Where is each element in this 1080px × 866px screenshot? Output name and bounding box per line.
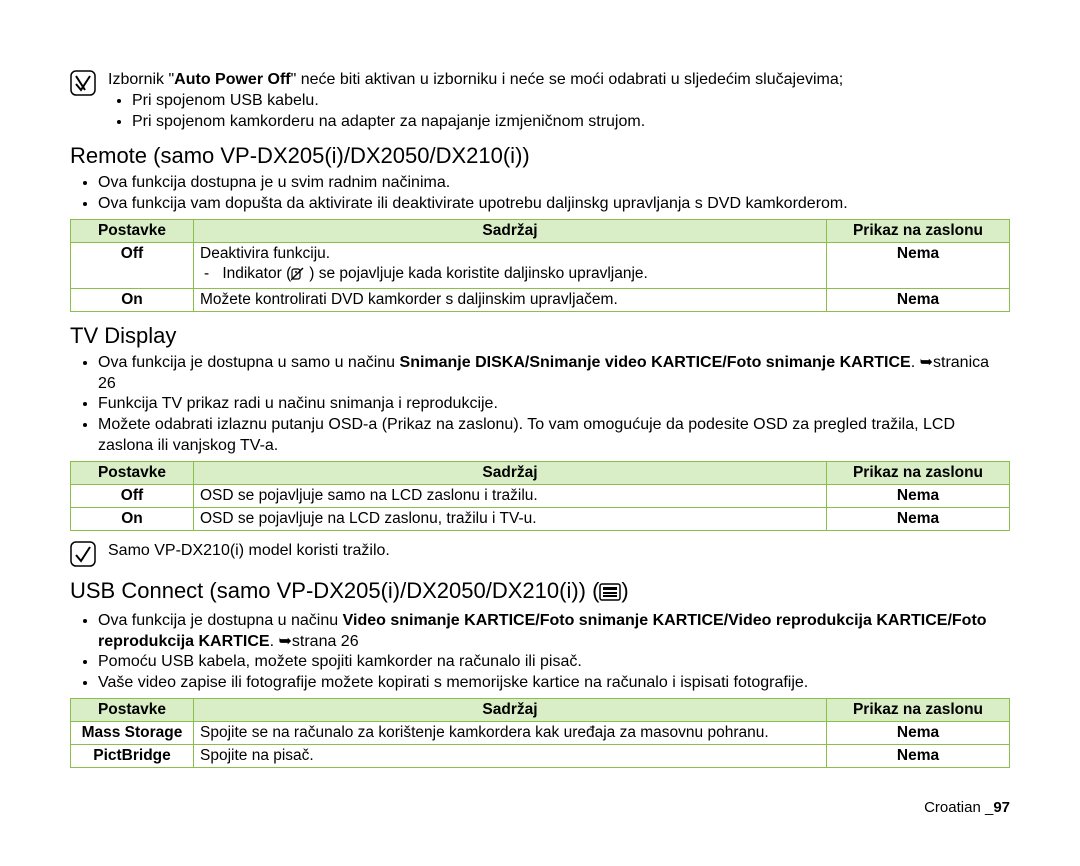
table-row: PictBridge Spojite na pisač. Nema xyxy=(71,745,1010,768)
table-row: Mass Storage Spojite se na računalo za k… xyxy=(71,722,1010,745)
usb-b1-post: . ➥strana 26 xyxy=(270,633,359,650)
remote-disabled-icon xyxy=(291,267,309,287)
footer-page: 97 xyxy=(993,799,1010,816)
cell-content: OSD se pojavljuje na LCD zaslonu, tražil… xyxy=(194,508,827,531)
usb-b2: Pomoću USB kabela, možete spojiti kamkor… xyxy=(98,652,1010,673)
table-row: On OSD se pojavljuje na LCD zaslonu, tra… xyxy=(71,508,1010,531)
section-title-tvdisplay: TV Display xyxy=(70,322,1010,351)
tv-b1: Ova funkcija je dostupna u samo u načinu… xyxy=(98,353,1010,395)
table-row: On Možete kontrolirati DVD kamkorder s d… xyxy=(71,289,1010,312)
apo-sub1: Pri spojenom USB kabelu. xyxy=(132,91,843,112)
tv-b1-bold: Snimanje DISKA/Snimanje video KARTICE/Fo… xyxy=(400,354,911,371)
remote-b2: Ova funkcija vam dopušta da aktivirate i… xyxy=(98,194,1010,215)
note-auto-power-off-text: Izbornik "Auto Power Off" neće biti akti… xyxy=(108,70,843,132)
apo-intro-suffix: " neće biti aktivan u izborniku i neće s… xyxy=(291,71,844,88)
cell-display: Nema xyxy=(827,745,1010,768)
th-postavke: Postavke xyxy=(71,219,194,242)
tv-b2: Funkcija TV prikaz radi u načinu snimanj… xyxy=(98,394,1010,415)
tv-b1-pre: Ova funkcija je dostupna u samo u načinu xyxy=(98,354,400,371)
th-prikaz: Prikaz na zaslonu xyxy=(827,219,1010,242)
cell-display: Nema xyxy=(827,289,1010,312)
usb-bullets: Ova funkcija je dostupna u načinu Video … xyxy=(70,611,1010,694)
cell-setting: On xyxy=(71,508,194,531)
cell-content: Deaktivira funkciju. Indikator ( ) se poj… xyxy=(194,242,827,288)
cell-content: OSD se pojavljuje samo na LCD zaslonu i … xyxy=(194,484,827,507)
note-auto-power-off: Izbornik "Auto Power Off" neće biti akti… xyxy=(70,70,1010,132)
note-icon xyxy=(70,70,96,96)
cell-display: Nema xyxy=(827,242,1010,288)
tv-bullets: Ova funkcija je dostupna u samo u načinu… xyxy=(70,353,1010,457)
cell-display: Nema xyxy=(827,508,1010,531)
usb-b3: Vaše video zapise ili fotografije možete… xyxy=(98,673,1010,694)
table-usb: Postavke Sadržaj Prikaz na zaslonu Mass … xyxy=(70,698,1010,768)
apo-sub2: Pri spojenom kamkorderu na adapter za na… xyxy=(132,112,843,133)
section-title-remote: Remote (samo VP-DX205(i)/DX2050/DX210(i)… xyxy=(70,142,1010,171)
off-line2-pre: Indikator ( xyxy=(222,265,291,282)
remote-bullets: Ova funkcija dostupna je u svim radnim n… xyxy=(70,173,1010,215)
table-row: Off Deaktivira funkciju. Indikator ( ) se… xyxy=(71,242,1010,288)
cell-content: Spojite se na računalo za korištenje kam… xyxy=(194,722,827,745)
section-title-usb: USB Connect (samo VP-DX205(i)/DX2050/DX2… xyxy=(70,577,1010,609)
usb-title-pre: USB Connect (samo VP-DX205(i)/DX2050/DX2… xyxy=(70,578,599,603)
cell-display: Nema xyxy=(827,484,1010,507)
apo-sub-bullets: Pri spojenom USB kabelu. Pri spojenom ka… xyxy=(108,91,843,133)
table-remote: Postavke Sadržaj Prikaz na zaslonu Off D… xyxy=(70,219,1010,313)
usb-title-post: ) xyxy=(621,578,628,603)
usb-b1-pre: Ova funkcija je dostupna u načinu xyxy=(98,612,343,629)
cell-content: Možete kontrolirati DVD kamkorder s dalj… xyxy=(194,289,827,312)
tv-note-text: Samo VP-DX210(i) model koristi tražilo. xyxy=(108,541,390,562)
off-line1: Deaktivira funkciju. xyxy=(200,244,820,264)
table-tvdisplay: Postavke Sadržaj Prikaz na zaslonu Off O… xyxy=(70,461,1010,531)
tv-b3: Možete odabrati izlaznu putanju OSD-a (P… xyxy=(98,415,1010,457)
note-icon xyxy=(70,541,96,567)
cell-setting: Off xyxy=(71,242,194,288)
table-row: Off OSD se pojavljuje samo na LCD zaslon… xyxy=(71,484,1010,507)
th-postavke: Postavke xyxy=(71,698,194,721)
card-mode-icon xyxy=(599,580,621,609)
off-dash: Indikator ( ) se pojavljuje kada koristit… xyxy=(200,264,820,287)
apo-intro-prefix: Izbornik " xyxy=(108,71,174,88)
th-sadrzaj: Sadržaj xyxy=(194,219,827,242)
th-postavke: Postavke xyxy=(71,461,194,484)
off-line2-post: ) se pojavljuje kada koristite daljinsko… xyxy=(309,265,648,282)
cell-content: Spojite na pisač. xyxy=(194,745,827,768)
cell-setting: PictBridge xyxy=(71,745,194,768)
usb-b1: Ova funkcija je dostupna u načinu Video … xyxy=(98,611,1010,653)
off-line2: Indikator ( ) se pojavljuje kada koristit… xyxy=(218,265,648,282)
cell-display: Nema xyxy=(827,722,1010,745)
cell-setting: Mass Storage xyxy=(71,722,194,745)
th-prikaz: Prikaz na zaslonu xyxy=(827,698,1010,721)
th-sadrzaj: Sadržaj xyxy=(194,461,827,484)
th-sadrzaj: Sadržaj xyxy=(194,698,827,721)
manual-page: Izbornik "Auto Power Off" neće biti akti… xyxy=(0,0,1080,848)
note-tvdisplay: Samo VP-DX210(i) model koristi tražilo. xyxy=(70,541,1010,567)
apo-intro-bold: Auto Power Off xyxy=(174,71,290,88)
cell-setting: On xyxy=(71,289,194,312)
page-footer: Croatian _97 xyxy=(70,798,1010,818)
th-prikaz: Prikaz na zaslonu xyxy=(827,461,1010,484)
remote-b1: Ova funkcija dostupna je u svim radnim n… xyxy=(98,173,1010,194)
cell-setting: Off xyxy=(71,484,194,507)
footer-lang: Croatian _ xyxy=(924,799,993,816)
